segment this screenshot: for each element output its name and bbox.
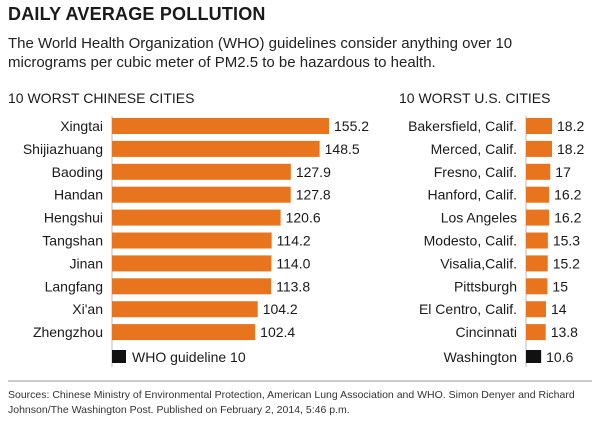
us-bar-los-angeles (526, 209, 550, 226)
us-value-label-los-angeles: 16.2 (554, 210, 581, 226)
us-reference-bar (526, 350, 542, 363)
china-bar-shijiazhuang (112, 140, 320, 157)
china-category-label-tangshan: Tangshan (42, 233, 103, 249)
us-category-label-cincinnati: Cincinnati (456, 324, 517, 340)
us-value-label-modesto-calif: 15.3 (553, 233, 580, 249)
china-category-label-shijiazhuang: Shijiazhuang (23, 141, 103, 157)
china-value-label-tangshan: 114.2 (277, 233, 311, 249)
china-bar-tangshan (112, 232, 272, 249)
us-value-label-bakersfield-calif: 18.2 (557, 118, 584, 134)
china-reference-label: WHO guideline 10 (132, 349, 246, 365)
china-category-label-handan: Handan (54, 187, 103, 203)
china-category-label-hengshui: Hengshui (44, 210, 103, 226)
china-category-label-jinan: Jinan (70, 255, 103, 271)
china-category-label-langfang: Langfang (45, 278, 103, 294)
china-bar-baoding (112, 163, 291, 180)
us-section-title: 10 WORST U.S. CITIES (399, 90, 551, 106)
china-reference-bar (112, 350, 126, 363)
china-bar-xi-an (112, 301, 258, 318)
china-value-label-xingtai: 155.2 (334, 118, 369, 134)
china-value-label-handan: 127.8 (296, 187, 331, 203)
china-value-label-xi-an: 104.2 (263, 301, 298, 317)
china-bar-zhengzhou (112, 324, 256, 341)
us-bar-hanford-calif (526, 186, 550, 203)
china-value-label-langfang: 113.8 (276, 278, 310, 294)
china-category-label-baoding: Baoding (52, 164, 103, 180)
us-bar-pittsburgh (526, 278, 548, 295)
us-value-label-pittsburgh: 15 (552, 278, 568, 294)
china-value-label-zhengzhou: 102.4 (260, 324, 295, 340)
us-bar-el-centro-calif (526, 301, 546, 318)
us-bar-modesto-calif (526, 232, 548, 249)
us-value-label-visalia-calif: 15.2 (553, 255, 580, 271)
us-category-label-visalia-calif: Visalia,Calif. (440, 255, 517, 271)
us-value-label-cincinnati: 13.8 (551, 324, 578, 340)
china-bar-langfang (112, 278, 272, 295)
us-reference-category: Washington (444, 349, 517, 365)
china-value-label-hengshui: 120.6 (286, 210, 321, 226)
china-value-label-jinan: 114.0 (276, 255, 310, 271)
us-category-label-pittsburgh: Pittsburgh (454, 278, 517, 294)
us-bar-bakersfield-calif (526, 118, 552, 134)
china-bar-hengshui (112, 209, 281, 226)
china-category-label-xingtai: Xingtai (60, 118, 103, 134)
china-category-label-zhengzhou: Zhengzhou (33, 324, 103, 340)
china-bar-jinan (112, 255, 272, 272)
us-value-label-fresno-calif: 17 (555, 164, 571, 180)
china-category-label-xi-an: Xi'an (72, 301, 103, 317)
china-bar-xingtai (112, 118, 329, 134)
us-bar-visalia-calif (526, 255, 548, 272)
us-bar-merced-calif (526, 140, 552, 157)
us-value-label-hanford-calif: 16.2 (554, 187, 581, 203)
chart-subtitle: The World Health Organization (WHO) guid… (8, 35, 513, 71)
us-value-label-merced-calif: 18.2 (557, 141, 584, 157)
chart-title: DAILY AVERAGE POLLUTION (8, 4, 266, 24)
us-reference-value: 10.6 (546, 349, 573, 365)
us-category-label-merced-calif: Merced, Calif. (431, 141, 517, 157)
us-bar-fresno-calif (526, 163, 551, 180)
china-value-label-shijiazhuang: 148.5 (325, 141, 360, 157)
us-category-label-fresno-calif: Fresno, Calif. (434, 164, 517, 180)
us-category-label-modesto-calif: Modesto, Calif. (424, 233, 517, 249)
us-category-label-los-angeles: Los Angeles (441, 210, 517, 226)
us-value-label-el-centro-calif: 14 (551, 301, 567, 317)
sources-note: Sources: Chinese Ministry of Environment… (8, 389, 575, 416)
china-bar-handan (112, 186, 291, 203)
us-bar-cincinnati (526, 324, 546, 341)
us-category-label-hanford-calif: Hanford, Calif. (428, 187, 517, 203)
us-category-label-el-centro-calif: El Centro, Calif. (419, 301, 517, 317)
china-section-title: 10 WORST CHINESE CITIES (8, 90, 195, 106)
us-category-label-bakersfield-calif: Bakersfield, Calif. (408, 118, 517, 134)
china-value-label-baoding: 127.9 (296, 164, 331, 180)
